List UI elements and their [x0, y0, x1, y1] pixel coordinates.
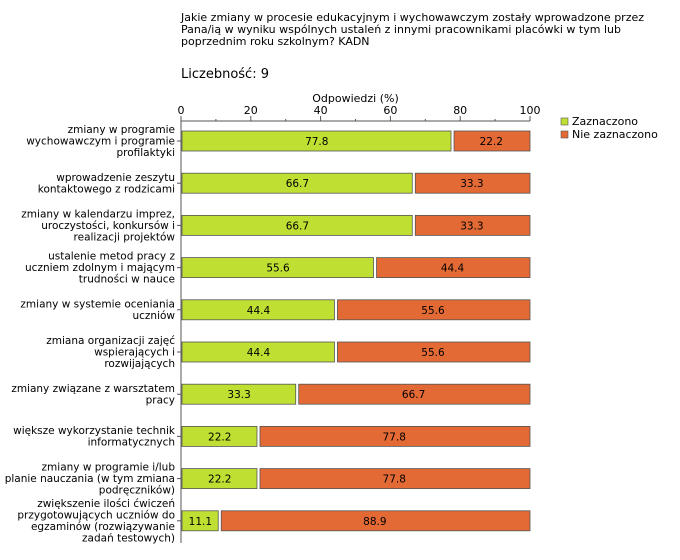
- bar-segment-zaznaczono: [181, 383, 297, 405]
- bar-segment-zaznaczono: [181, 510, 219, 532]
- bar-segment-zaznaczono: [181, 425, 258, 447]
- bar-segment-zaznaczono: [181, 172, 413, 194]
- x-tick-label: 0: [178, 104, 185, 117]
- x-tick-label: 40: [314, 104, 328, 117]
- category-label: wprowadzenie zeszytu kontaktowego z rodzi…: [38, 172, 175, 196]
- x-axis-title: Odpowiedzi (%): [312, 92, 399, 105]
- bar-segment-nie-zaznaczono: [298, 383, 531, 405]
- legend-swatch: [560, 117, 569, 126]
- bar-segment-zaznaczono: [181, 257, 374, 279]
- data-label: 44.4: [441, 263, 465, 275]
- data-label: 77.8: [383, 474, 406, 486]
- data-label: 44.4: [247, 347, 271, 359]
- data-label: 88.9: [363, 516, 386, 528]
- chart-title: Jakie zmiany w procesie edukacyjnym i wy…: [181, 11, 645, 48]
- bar-segment-zaznaczono: [181, 214, 413, 236]
- bar-segment-nie-zaznaczono: [259, 468, 531, 490]
- category-label: zmiany w kalendarzu imprez, uroczystości,…: [21, 208, 175, 243]
- bar-segment-nie-zaznaczono: [220, 510, 531, 532]
- data-label: 77.8: [383, 431, 406, 443]
- data-label: 22.2: [208, 474, 231, 486]
- category-label: większe wykorzystanie technik informatycz…: [13, 425, 176, 449]
- data-label: 33.3: [460, 220, 483, 232]
- category-label: ustalenie metod pracy z uczniem zdolnym i…: [25, 251, 175, 286]
- bar-segment-nie-zaznaczono: [337, 341, 531, 363]
- data-label: 22.2: [208, 431, 231, 443]
- data-label: 33.3: [460, 178, 483, 190]
- bar-segment-nie-zaznaczono: [259, 425, 531, 447]
- category-label: zmiany w programie wychowawczym i program…: [26, 124, 175, 159]
- x-tick-label: 100: [520, 104, 541, 117]
- data-label: 33.3: [227, 389, 250, 401]
- bar-segment-nie-zaznaczono: [414, 172, 531, 194]
- data-label: 55.6: [266, 263, 290, 275]
- data-label: 66.7: [402, 389, 425, 401]
- data-label: 55.6: [421, 305, 445, 317]
- sample-size-value: 9: [260, 67, 269, 82]
- bar-segment-nie-zaznaczono: [414, 214, 531, 236]
- bar-segment-nie-zaznaczono: [376, 257, 531, 279]
- bar-segment-zaznaczono: [181, 341, 335, 363]
- data-label: 77.8: [305, 136, 328, 148]
- data-label: 44.4: [247, 305, 271, 317]
- sample-size: Liczebność: 9: [181, 67, 269, 82]
- legend-label: Zaznaczono: [572, 115, 638, 128]
- sample-size-label: Liczebność:: [181, 67, 257, 82]
- bar-segment-zaznaczono: [181, 130, 452, 152]
- bar-segment-nie-zaznaczono: [337, 299, 531, 321]
- category-label: zmiany w programie i/lub planie nauczania…: [5, 462, 176, 497]
- data-label: 22.2: [480, 136, 503, 148]
- x-tick-label: 80: [453, 104, 467, 117]
- data-label: 66.7: [286, 178, 309, 190]
- data-label: 55.6: [421, 347, 445, 359]
- data-label: 66.7: [286, 220, 309, 232]
- bar-segment-zaznaczono: [181, 299, 335, 321]
- bar-segment-zaznaczono: [181, 468, 258, 490]
- bar-segment-nie-zaznaczono: [453, 130, 531, 152]
- x-tick-label: 20: [244, 104, 258, 117]
- x-tick-label: 60: [383, 104, 397, 117]
- legend-swatch: [560, 130, 569, 139]
- category-label: zwiększenie ilości ćwiczeń przygotowujący…: [17, 498, 175, 545]
- category-label: zmiany w systemie oceniania uczniów: [20, 299, 175, 323]
- data-label: 11.1: [189, 516, 212, 528]
- category-label: zmiany związane z warsztatem pracy: [11, 383, 175, 407]
- legend-label: Nie zaznaczono: [572, 128, 658, 141]
